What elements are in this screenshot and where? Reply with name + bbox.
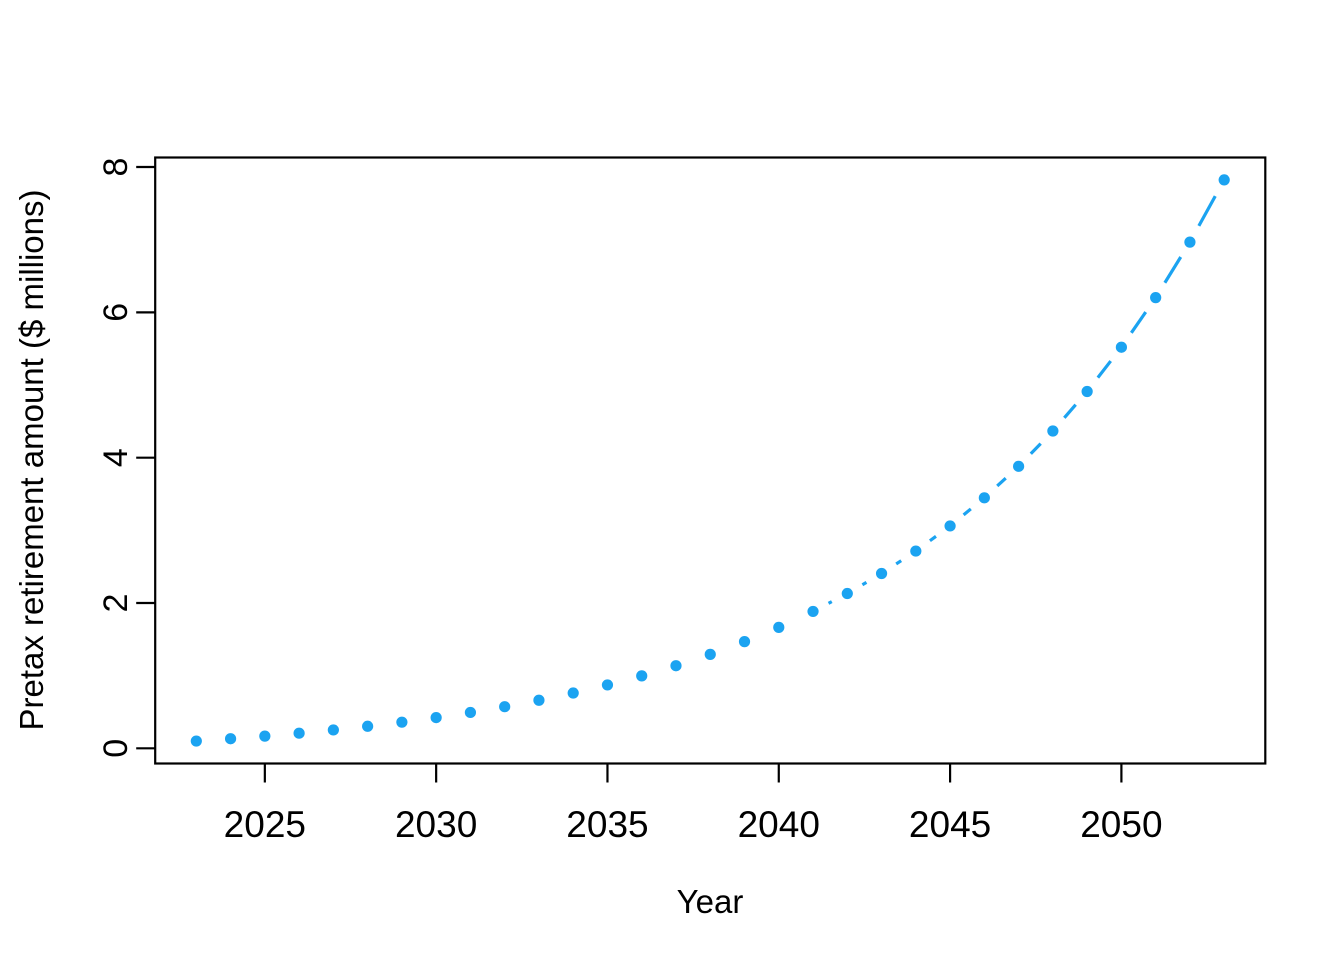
connector-dash: [895, 559, 903, 566]
connector-dash: [861, 580, 868, 587]
y-tick-label: 0: [97, 739, 135, 758]
data-point: [362, 720, 374, 732]
connector-dash: [1130, 311, 1148, 334]
data-point: [430, 711, 442, 724]
data-point: [224, 733, 237, 745]
connector-dash: [1197, 195, 1217, 227]
connector-dash: [1063, 403, 1077, 419]
data-point: [533, 694, 545, 706]
data-point: [567, 687, 579, 699]
data-point: [773, 621, 785, 633]
connector-dash: [827, 600, 833, 605]
data-point: [807, 605, 819, 618]
data-point: [1115, 341, 1127, 353]
y-tick-label: 8: [97, 158, 135, 177]
data-point: [1081, 385, 1093, 398]
data-point: [978, 492, 990, 504]
data-point: [499, 701, 511, 713]
connector-dash: [962, 507, 972, 517]
x-axis-label: Year: [677, 883, 744, 920]
y-tick-label: 6: [97, 303, 135, 322]
data-point: [1218, 174, 1230, 186]
data-point: [1047, 425, 1059, 437]
connector-dash: [928, 535, 937, 543]
data-point: [293, 727, 305, 739]
x-tick-label: 2045: [909, 804, 991, 845]
data-point: [1150, 292, 1162, 304]
y-tick-label: 4: [97, 448, 135, 467]
x-tick-label: 2035: [566, 804, 648, 845]
x-tick-label: 2025: [224, 804, 306, 845]
data-point: [601, 679, 614, 691]
connector-dash: [1029, 442, 1042, 455]
data-point: [190, 735, 202, 747]
data-point: [670, 660, 682, 672]
data-point: [841, 587, 853, 600]
plot-border: [154, 156, 1267, 765]
data-point: [704, 648, 716, 660]
data-point: [327, 724, 339, 736]
x-tick-label: 2040: [738, 804, 820, 845]
data-point: [875, 567, 888, 580]
data-point: [944, 520, 956, 532]
data-point: [636, 670, 648, 682]
x-tick-label: 2030: [395, 804, 477, 845]
data-point: [1013, 460, 1025, 472]
connector-dash: [1096, 360, 1112, 379]
data-point: [396, 716, 408, 728]
y-axis-label: Pretax retirement amount ($ millions): [13, 189, 50, 730]
y-tick-label: 2: [97, 594, 135, 613]
connector-dash: [996, 476, 1007, 488]
x-tick-label: 2050: [1080, 804, 1162, 845]
data-point: [259, 730, 271, 742]
data-point: [464, 706, 477, 719]
data-point: [910, 545, 922, 557]
connector-dash: [1163, 256, 1183, 284]
data-point: [1184, 236, 1196, 248]
data-point: [738, 636, 751, 648]
